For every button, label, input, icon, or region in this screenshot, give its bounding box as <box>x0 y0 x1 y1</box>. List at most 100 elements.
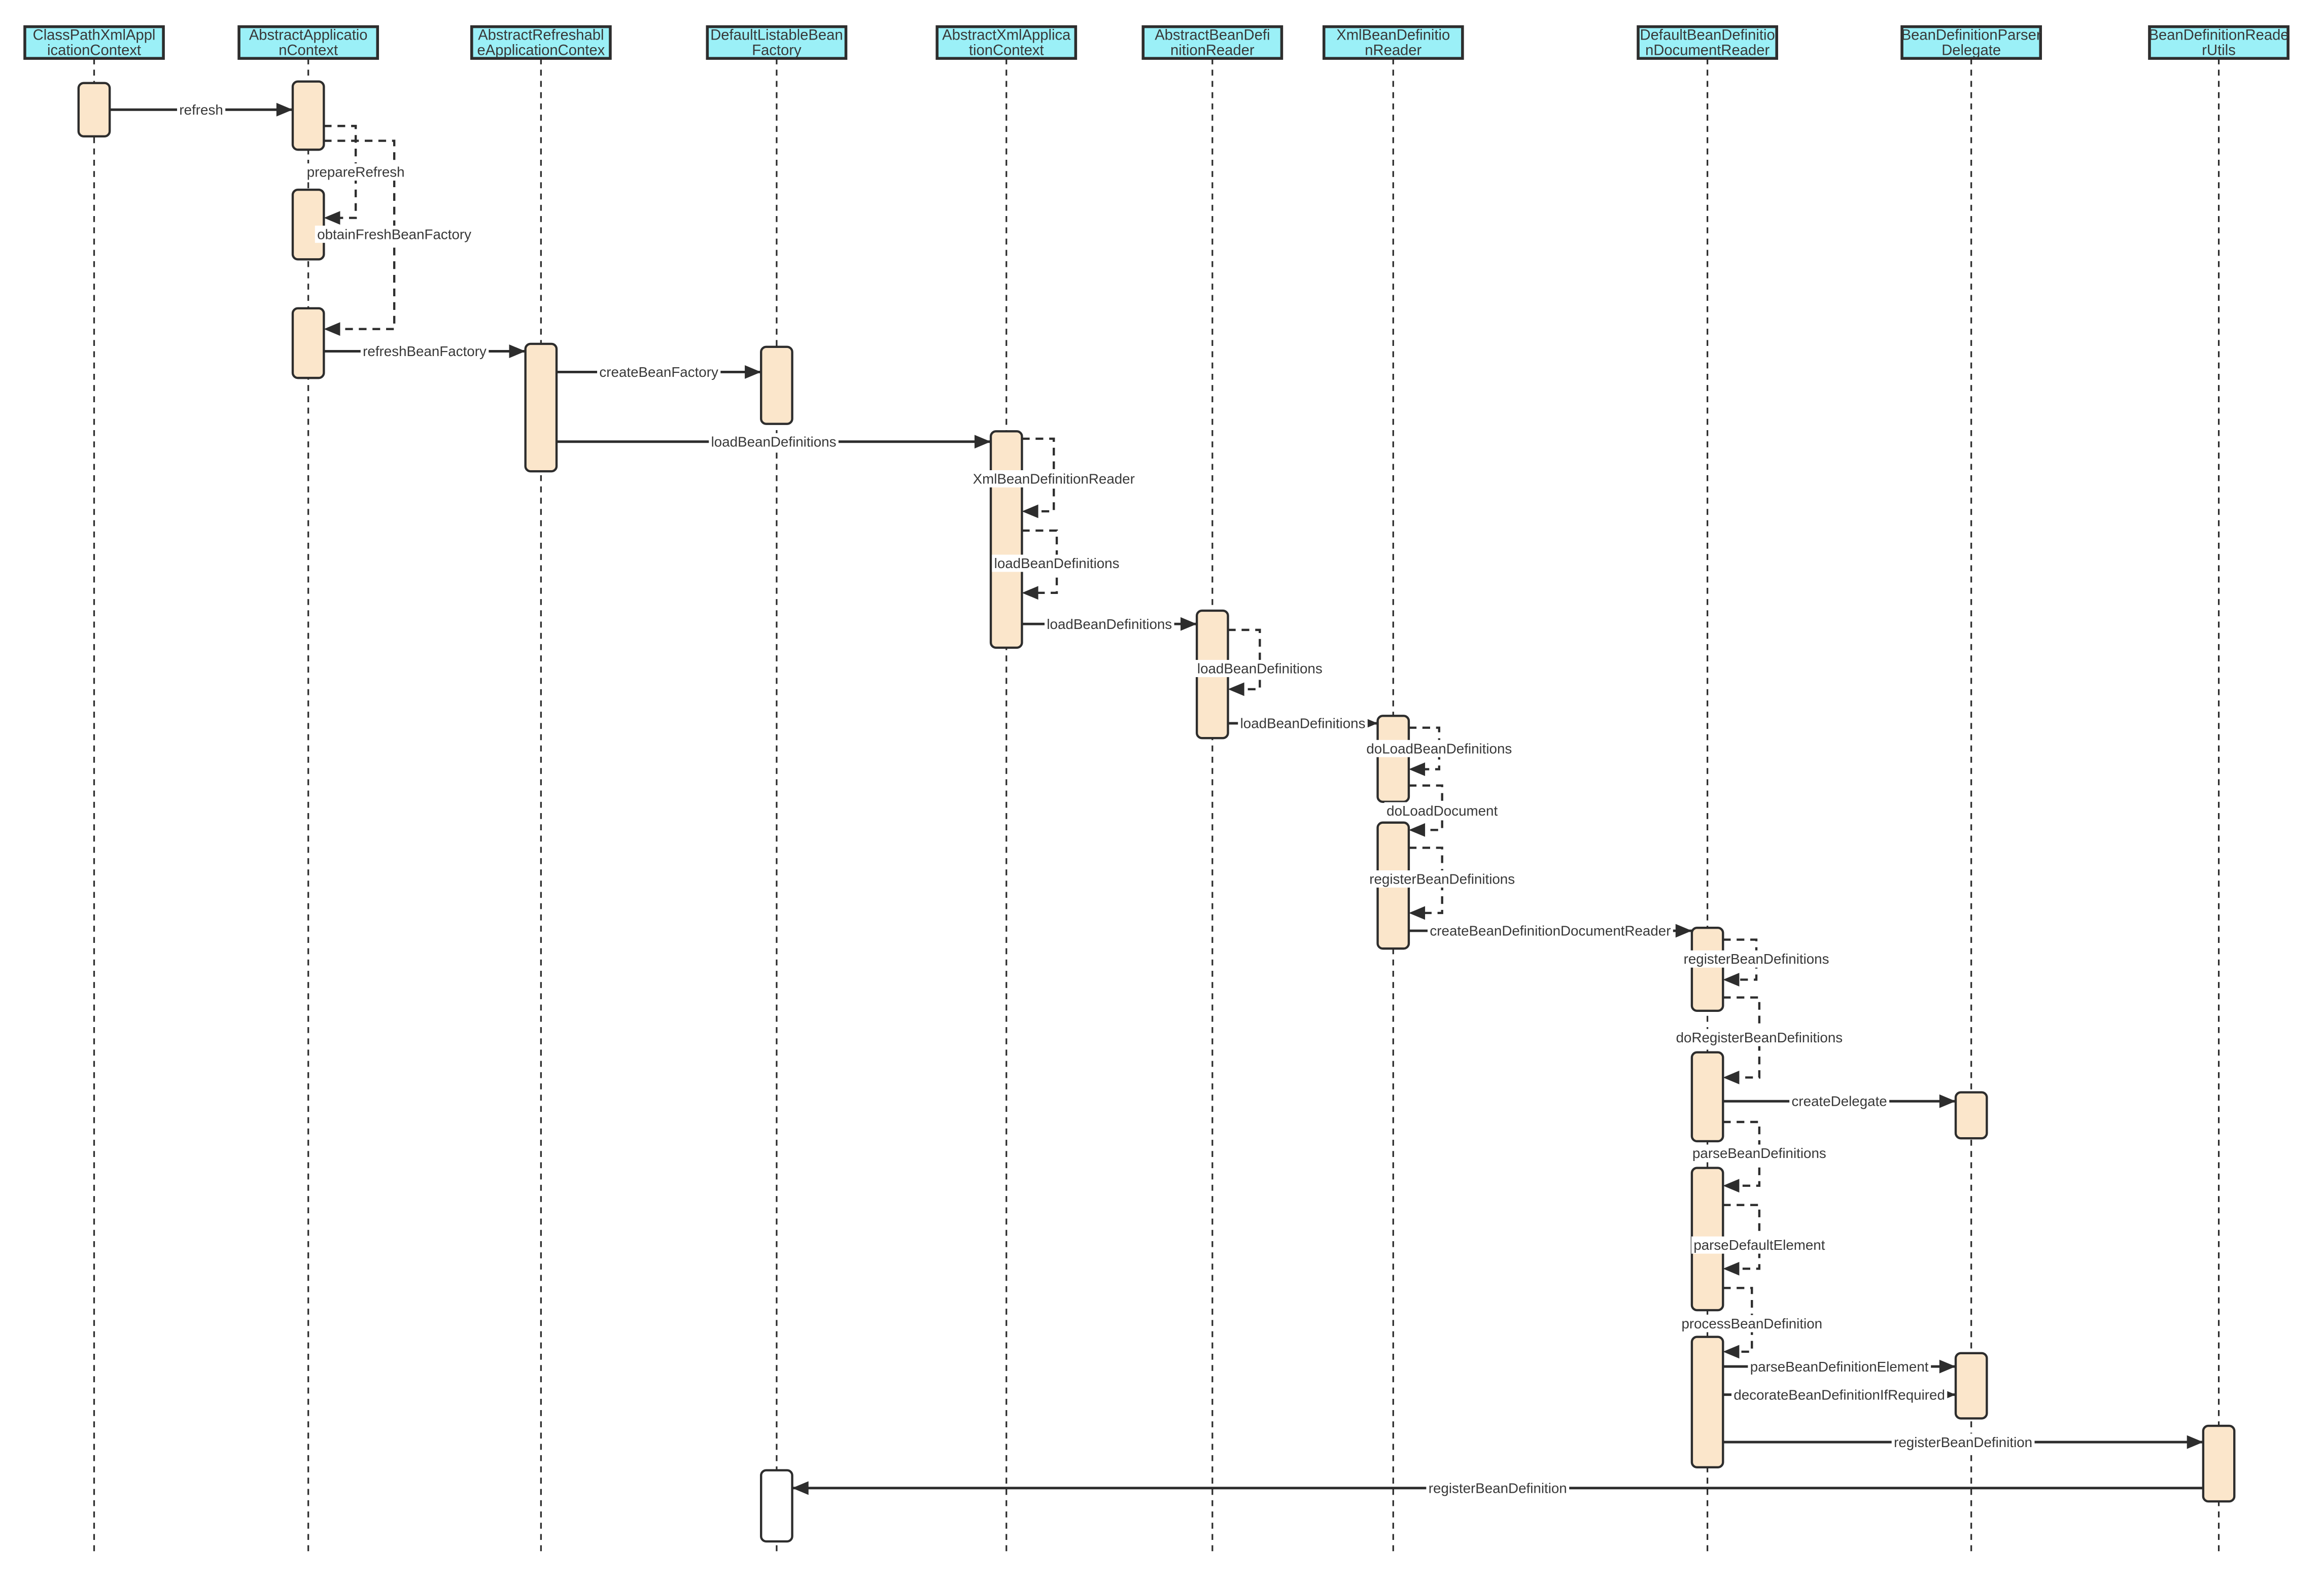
self-call-label-6: doLoadDocument <box>1386 803 1498 819</box>
activation-P2-1 <box>291 80 325 151</box>
self-call-registerBeanDefinitions-8 <box>1723 938 1758 981</box>
activation-P2-3 <box>291 307 325 379</box>
activation-P4-5 <box>760 345 793 425</box>
self-return-arrowhead-icon <box>1723 1179 1740 1193</box>
self-return-arrowhead-icon <box>1022 586 1038 600</box>
message-label-11: registerBeanDefinition <box>1429 1480 1567 1496</box>
self-call-prepareRefresh-0 <box>324 125 357 219</box>
participant-rect <box>706 25 848 60</box>
self-call-loadBeanDefinitions-3 <box>1022 529 1058 594</box>
participant-rect <box>237 25 379 60</box>
self-call-label-9: doRegisterBeanDefinitions <box>1676 1030 1843 1045</box>
message-arrowhead-icon <box>745 365 761 379</box>
activation-P9-15 <box>1954 1352 1988 1420</box>
participant-box-P5: AbstractXmlApplica tionContext <box>935 25 1078 60</box>
self-return-arrowhead-icon <box>324 322 340 336</box>
layer-lifelines <box>93 58 2220 1554</box>
message-arrowhead-icon <box>792 1481 809 1495</box>
participant-label: BeanDefinitionParser Delegate <box>1901 27 2041 59</box>
message-label-0: refresh <box>179 102 223 118</box>
message-arrowhead-icon <box>1675 924 1692 938</box>
label-background <box>1367 870 1517 888</box>
participant-label: AbstractApplicatio nContext <box>249 27 368 59</box>
message-arrowhead-icon <box>2187 1435 2203 1449</box>
message-label-1: refreshBeanFactory <box>363 343 487 359</box>
self-call-doLoadBeanDefinitions-5 <box>1408 726 1441 770</box>
activation-P5-6 <box>989 430 1023 649</box>
label-background <box>177 101 226 119</box>
self-call-label-12: processBeanDefinition <box>1681 1316 1822 1331</box>
layer-labels: prepareRefresh obtainFreshBeanFactory XmlB… <box>177 101 2035 1497</box>
participant-label: ClassPathXmlAppl icationContext <box>33 27 156 59</box>
participant-label: AbstractBeanDefi nitionReader <box>1155 27 1270 59</box>
message-label-7: createDelegate <box>1792 1094 1887 1109</box>
self-call-label-5: doLoadBeanDefinitions <box>1366 741 1512 756</box>
self-call-label-0: prepareRefresh <box>307 164 405 180</box>
self-return-arrowhead-icon <box>1022 504 1038 518</box>
activation-P3-4 <box>524 342 558 473</box>
label-background <box>1428 922 1673 940</box>
self-call-label-8: registerBeanDefinitions <box>1684 951 1829 967</box>
label-background <box>315 225 474 243</box>
label-background <box>1748 1358 1931 1376</box>
label-background <box>1044 615 1174 633</box>
participant-box-P9: BeanDefinitionParser Delegate <box>1900 25 2042 60</box>
label-background <box>304 163 407 181</box>
self-call-label-11: parseDefaultElement <box>1693 1237 1825 1253</box>
label-background <box>709 433 839 450</box>
self-call-label-3: loadBeanDefinitions <box>994 555 1120 571</box>
self-call-label-10: parseBeanDefinitions <box>1692 1145 1826 1161</box>
layer-activations <box>77 80 2236 1543</box>
message-label-9: decorateBeanDefinitionIfRequired <box>1733 1387 1945 1402</box>
message-arrowhead-icon <box>276 102 293 117</box>
activation-P10-16 <box>2202 1424 2236 1503</box>
participant-box-P7: XmlBeanDefinitio nReader <box>1322 25 1464 60</box>
participant-box-P4: DefaultListableBean Factory <box>706 25 848 60</box>
participant-box-P1: ClassPathXmlAppl icationContext <box>23 25 165 60</box>
participant-rect <box>1900 25 2042 60</box>
participant-rect <box>935 25 1078 60</box>
participant-label: BeanDefinitionReade rUtils <box>2149 27 2289 59</box>
participant-box-P6: AbstractBeanDefi nitionReader <box>1141 25 1284 60</box>
activation-P4-17 <box>760 1469 793 1543</box>
self-call-doRegisterBeanDefinitions-9 <box>1723 996 1761 1079</box>
label-background <box>970 470 1137 487</box>
participant-box-P2: AbstractApplicatio nContext <box>237 25 379 60</box>
label-background <box>1681 950 1831 968</box>
activation-P9-14 <box>1954 1091 1988 1140</box>
self-return-arrowhead-icon <box>1408 762 1426 776</box>
label-background <box>1690 1144 1829 1162</box>
self-call-label-1: obtainFreshBeanFactory <box>317 226 471 242</box>
layer-message-lines <box>110 108 2203 1490</box>
participant-rect <box>1322 25 1464 60</box>
self-return-arrowhead-icon <box>324 211 340 225</box>
participant-label: XmlBeanDefinitio nReader <box>1336 27 1450 59</box>
self-call-label-7: registerBeanDefinitions <box>1369 871 1515 887</box>
label-background <box>1789 1093 1890 1110</box>
layer-arrowheads <box>276 102 2203 1495</box>
participant-rect <box>23 25 165 60</box>
label-background <box>1364 740 1514 757</box>
self-return-arrowhead-icon <box>1408 823 1426 837</box>
participant-label: AbstractXmlApplica tionContext <box>942 27 1071 59</box>
message-label-6: createBeanDefinitionDocumentReader <box>1430 923 1671 939</box>
participant-label: AbstractRefreshabl eApplicationContex <box>477 27 605 59</box>
message-label-5: loadBeanDefinitions <box>1240 716 1366 731</box>
activation-P8-10 <box>1690 927 1724 1012</box>
activation-P8-11 <box>1690 1051 1724 1143</box>
participant-box-P10: BeanDefinitionReade rUtils <box>2148 25 2290 60</box>
label-background <box>1691 1236 1828 1254</box>
activation-P1-0 <box>77 82 111 138</box>
label-background <box>597 363 721 381</box>
self-call-loadBeanDefinitions-4 <box>1228 628 1261 690</box>
self-return-arrowhead-icon <box>1723 1070 1740 1084</box>
label-background <box>1426 1479 1570 1497</box>
message-label-3: loadBeanDefinitions <box>711 434 837 449</box>
self-return-arrowhead-icon <box>1228 682 1244 696</box>
participant-rect <box>2148 25 2290 60</box>
self-call-label-2: XmlBeanDefinitionReader <box>973 471 1135 486</box>
activation-P7-8 <box>1376 715 1410 803</box>
message-arrowhead-icon <box>509 344 526 358</box>
message-arrowhead-icon <box>1939 1094 1956 1108</box>
